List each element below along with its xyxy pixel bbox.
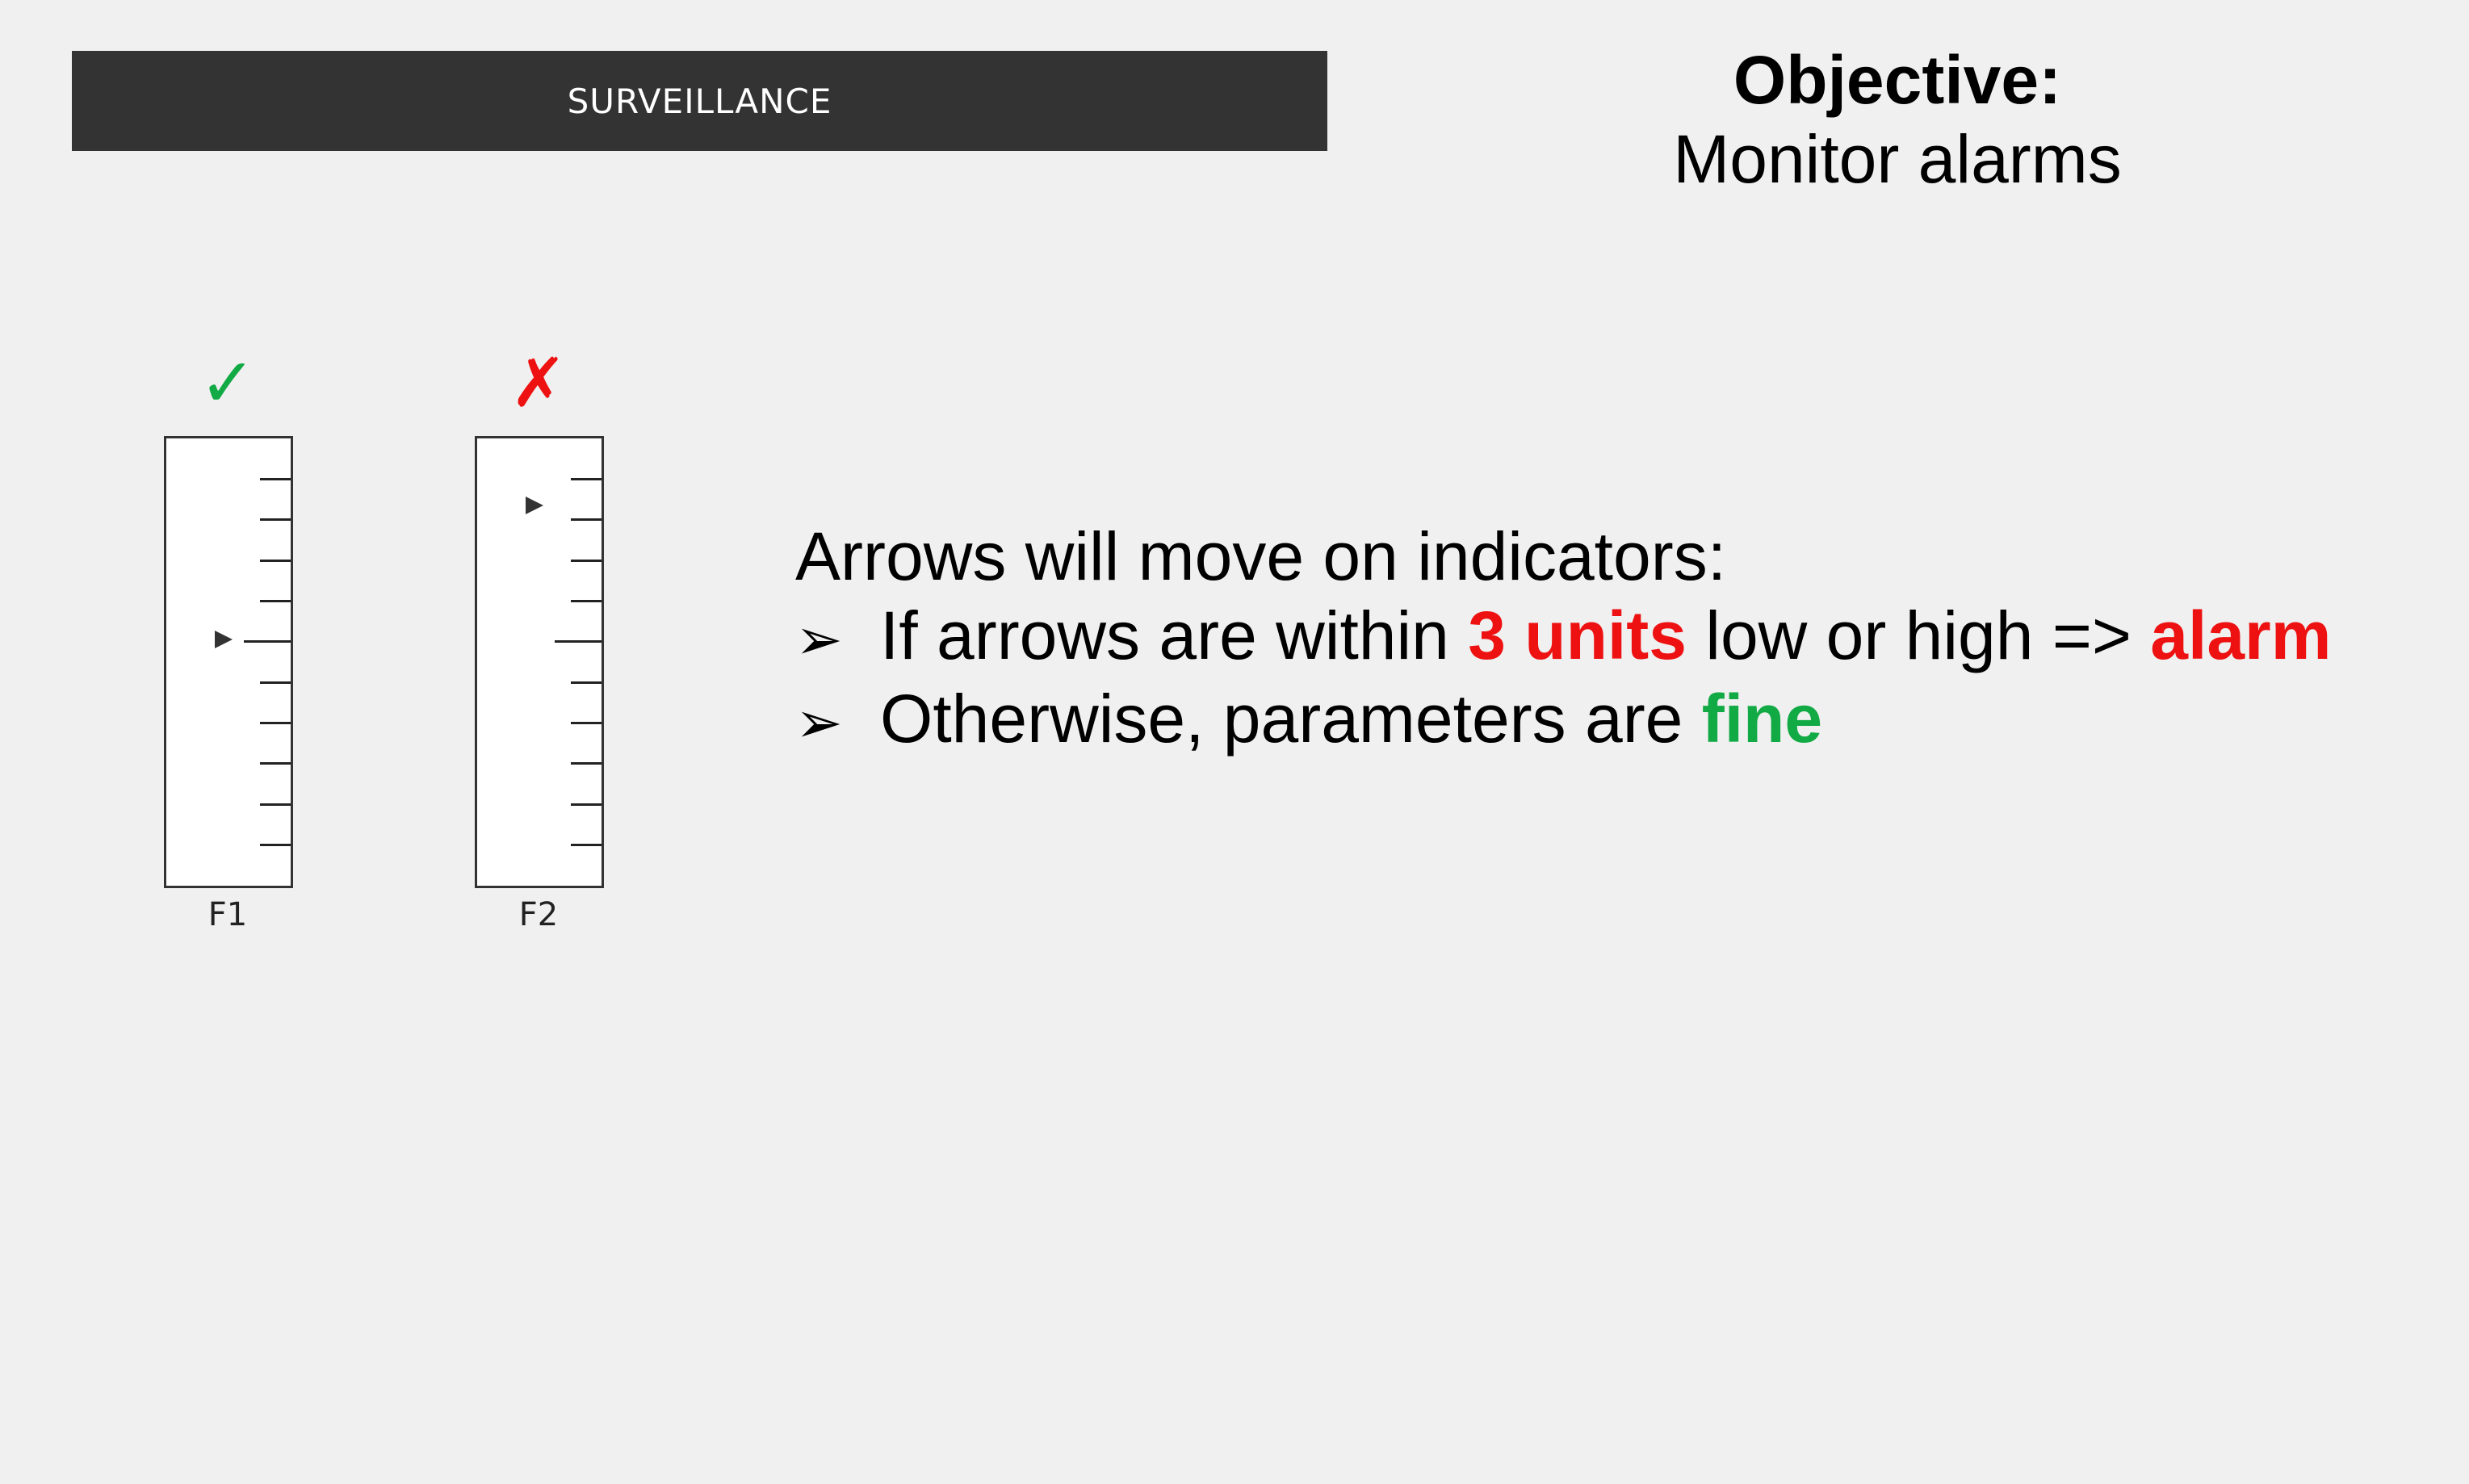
gauge-pointer-arrow-icon: [215, 631, 233, 649]
gauge-tick: [555, 640, 602, 643]
gauge-tick: [571, 518, 602, 522]
gauge-tick: [571, 844, 602, 847]
gauge-tick: [260, 722, 291, 725]
gauge-scale: [164, 436, 293, 888]
bullet-alarm-rule: ➢ If arrows are within 3 units low or hi…: [795, 596, 2331, 679]
header-bar: SURVEILLANCE: [72, 51, 1327, 151]
gauge-tick: [260, 559, 291, 562]
gauge-label: F1: [207, 896, 248, 933]
bullet-fine-rule: ➢ Otherwise, parameters are fine: [795, 679, 2331, 762]
gauge-tick: [260, 762, 291, 765]
header-title: SURVEILLANCE: [567, 81, 832, 121]
gauge-tick: [260, 477, 291, 480]
gauge-status-icon: ✗: [509, 343, 568, 422]
gauge-status-icon: ✓: [199, 343, 257, 422]
rule-prefix: Otherwise, parameters are: [880, 681, 1702, 757]
gauge-tick: [571, 762, 602, 765]
gauge-midline-tick: [260, 681, 291, 684]
objective-heading: Objective:: [1733, 42, 2062, 118]
gauge-tick: [260, 844, 291, 847]
rule-text: Otherwise, parameters are fine: [880, 679, 1822, 758]
rule-prefix: If arrows are within: [880, 597, 1469, 673]
gauge-tick: [571, 477, 602, 480]
instructions: Arrows will move on indicators: ➢ If arr…: [795, 517, 2331, 762]
gauge-tick: [260, 599, 291, 602]
gauge-tick: [571, 803, 602, 806]
gauge-label: F2: [518, 896, 559, 933]
gauge-tick: [260, 803, 291, 806]
gauge-tick: [260, 518, 291, 522]
rule-middle: low or high =>: [1686, 597, 2151, 673]
gauge-tick: [571, 722, 602, 725]
fine-highlight: fine: [1701, 681, 1823, 757]
objective-text: Monitor alarms: [1673, 121, 2122, 197]
instructions-intro: Arrows will move on indicators:: [795, 518, 1727, 594]
gauge-pointer-arrow-icon: [526, 497, 543, 515]
gauge-tick: [244, 640, 291, 643]
gauge-tick: [571, 559, 602, 562]
arrowhead-bullet-icon: ➢: [795, 606, 843, 673]
alarm-highlight: alarm: [2150, 597, 2332, 673]
gauge-midline-tick: [571, 681, 602, 684]
objective-panel: Objective: Monitor alarms: [1574, 40, 2220, 199]
gauge-scale: [475, 436, 604, 888]
rule-text: If arrows are within 3 units low or high…: [880, 596, 2331, 675]
gauge-tick: [571, 599, 602, 602]
arrowhead-bullet-icon: ➢: [795, 690, 843, 756]
threshold-highlight: 3 units: [1468, 597, 1687, 673]
